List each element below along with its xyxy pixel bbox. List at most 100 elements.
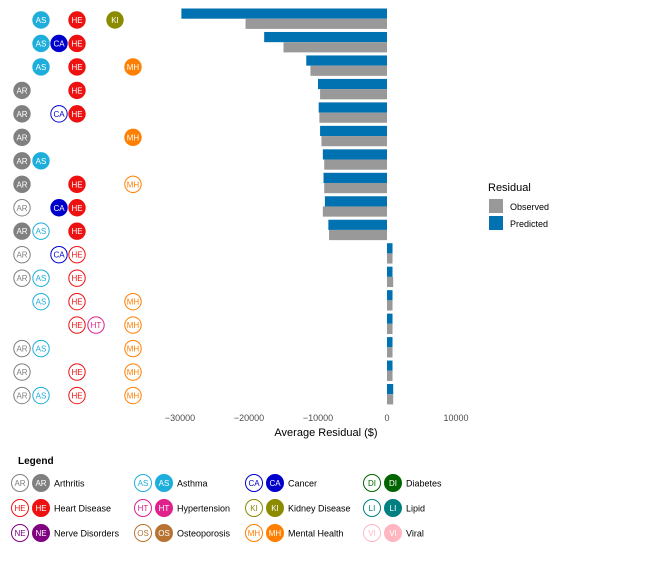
row-8-mh-badge-circle <box>124 175 142 193</box>
legend-ca-name: Cancer <box>288 479 317 489</box>
bar-observed-row-17 <box>387 394 394 405</box>
row-13-as-badge-label: AS <box>36 298 47 307</box>
row-8-ar-badge-label: AR <box>16 180 27 189</box>
row-8-ar-badge-circle <box>13 175 31 193</box>
legend-ca-filled-badge-label: CA <box>269 479 281 488</box>
row-11-ar-badge-circle <box>13 246 31 264</box>
row-9-ar-badge-label: AR <box>16 204 27 213</box>
row-4-ar-badge-circle <box>13 81 31 100</box>
legend-di-filled-badge-circle <box>384 474 402 492</box>
row-17-ar-badge-circle <box>13 386 31 405</box>
bar-observed-row-15 <box>387 347 393 358</box>
legend-li-filled-badge-circle <box>384 499 402 517</box>
row-9-ar-badge-circle <box>13 199 31 217</box>
row-4-he-badge-label: HE <box>71 86 82 95</box>
residual-legend-label-observed: Observed <box>510 202 549 212</box>
legend-mh-outline-badge-label: MH <box>248 529 261 538</box>
legend-mh-filled-badge-circle <box>266 524 284 542</box>
x-tick-label: 0 <box>384 413 389 423</box>
legend-ne-outline-badge-label: NE <box>14 529 25 538</box>
legend-as-filled-badge-circle <box>155 474 173 492</box>
bar-predicted-row-17 <box>387 384 394 395</box>
legend-as-filled-badge-label: AS <box>159 479 170 488</box>
row-12-he-badge-label: HE <box>71 274 82 283</box>
row-10-he-badge-circle <box>68 222 86 240</box>
row-5-ca-badge-label: CA <box>53 110 65 119</box>
bar-observed-row-10 <box>329 229 387 241</box>
row-14-mh-badge-circle <box>124 316 142 334</box>
bar-predicted-row-9 <box>324 196 387 207</box>
row-5-ca-badge-circle <box>50 105 68 123</box>
legend-ht-outline-badge-circle <box>134 499 152 517</box>
legend-mh-outline-badge-circle <box>245 524 263 542</box>
legend-ar-outline-badge-label: AR <box>14 479 25 488</box>
row-8-mh-badge-label: MH <box>127 180 140 189</box>
row-3-he-badge-label: HE <box>71 63 82 72</box>
row-1-ki-badge-label: KI <box>111 16 119 25</box>
bar-observed-row-5 <box>319 112 387 123</box>
row-5-he-badge-label: HE <box>71 110 82 119</box>
legend-vi-filled-badge-label: VI <box>389 529 397 538</box>
row-7-as-badge-label: AS <box>36 157 47 166</box>
legend-ne-outline-badge-circle <box>11 524 29 542</box>
row-13-mh-badge-circle <box>124 292 142 311</box>
legend-ne-name: Nerve Disorders <box>54 529 120 539</box>
row-17-mh-badge-label: MH <box>127 392 140 401</box>
row-13-as-badge-circle <box>32 292 50 311</box>
row-2-he-badge-circle <box>68 34 86 53</box>
row-4-he-badge-circle <box>68 81 86 100</box>
bar-predicted-row-10 <box>328 219 387 230</box>
legend-di-outline-badge-label: DI <box>368 479 376 488</box>
legend-ar-filled-badge-circle <box>32 474 50 492</box>
bar-observed-row-11 <box>387 253 393 264</box>
legend-di-filled-badge-label: DI <box>389 479 397 488</box>
legend-ki-outline-badge-circle <box>245 499 263 517</box>
row-7-ar-badge-circle <box>13 152 31 170</box>
row-10-as-badge-label: AS <box>36 227 47 236</box>
row-2-as-badge-label: AS <box>36 39 47 48</box>
bar-predicted-row-6 <box>320 125 387 137</box>
bar-observed-row-6 <box>321 136 387 147</box>
legend-vi-outline-badge-label: VI <box>368 529 376 538</box>
row-15-ar-badge-label: AR <box>16 345 27 354</box>
bar-observed-row-13 <box>387 300 393 311</box>
row-2-he-badge-label: HE <box>71 39 82 48</box>
row-3-mh-badge-circle <box>124 58 142 76</box>
legend-ki-filled-badge-circle <box>266 499 284 517</box>
bar-observed-row-3 <box>310 65 387 76</box>
row-10-ar-badge-label: AR <box>16 227 27 236</box>
residual-legend-label-predicted: Predicted <box>510 219 548 229</box>
legend-mh-filled-badge-label: MH <box>269 529 282 538</box>
legend-ht-outline-badge-label: HT <box>138 504 149 513</box>
row-16-he-badge-circle <box>68 363 86 381</box>
bar-observed-row-4 <box>320 89 387 100</box>
row-16-mh-badge-circle <box>124 363 142 381</box>
row-3-he-badge-circle <box>68 58 86 76</box>
bar-observed-row-9 <box>322 206 387 217</box>
row-13-he-badge-circle <box>68 292 86 311</box>
row-10-he-badge-label: HE <box>71 227 82 236</box>
legend-ca-outline-badge-circle <box>245 474 263 492</box>
residual-legend-title: Residual <box>488 182 531 194</box>
bar-observed-row-8 <box>324 182 387 194</box>
row-15-as-badge-label: AS <box>36 345 47 354</box>
bar-predicted-row-1 <box>181 8 387 19</box>
legend-vi-name: Viral <box>406 529 424 539</box>
legend-vi-filled-badge-circle <box>384 524 402 542</box>
row-15-mh-badge-circle <box>124 339 142 358</box>
row-7-as-badge-circle <box>32 152 50 170</box>
row-11-ca-badge-circle <box>50 246 68 264</box>
row-17-as-badge-circle <box>32 386 50 405</box>
legend-vi-outline-badge-circle <box>363 524 381 542</box>
row-13-he-badge-label: HE <box>71 298 82 307</box>
row-8-he-badge-circle <box>68 175 86 193</box>
row-6-ar-badge-circle <box>13 128 31 147</box>
row-15-as-badge-circle <box>32 339 50 358</box>
row-8-he-badge-label: HE <box>71 180 82 189</box>
legend-mh-name: Mental Health <box>288 529 344 539</box>
row-3-mh-badge-label: MH <box>127 63 140 72</box>
row-6-mh-badge-label: MH <box>127 133 140 142</box>
row-7-ar-badge-label: AR <box>16 157 27 166</box>
row-9-ca-badge-label: CA <box>53 204 65 213</box>
